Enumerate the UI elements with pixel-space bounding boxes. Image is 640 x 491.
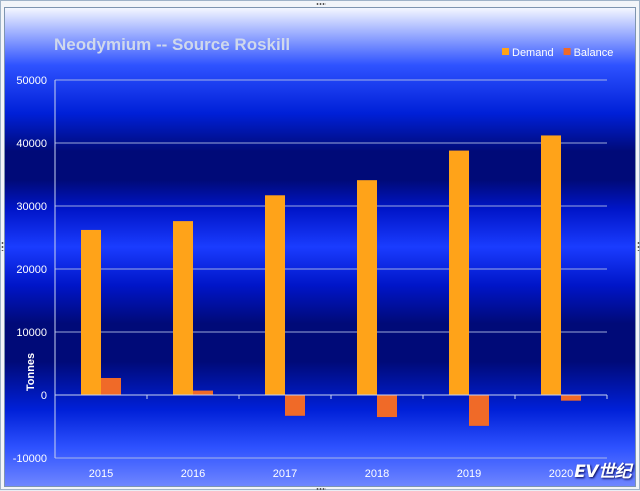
y-tick-label: 40000 bbox=[16, 138, 47, 150]
bar-demand-2020 bbox=[541, 135, 561, 395]
y-axis-label: Tonnes bbox=[25, 353, 37, 391]
chart-area[interactable]: Neodymium -- Source Roskill -10000 0 10000… bbox=[4, 7, 636, 487]
y-tick-label: 30000 bbox=[16, 201, 47, 213]
x-tick-label: 2015 bbox=[89, 468, 113, 480]
bar-demand-2018 bbox=[357, 180, 377, 395]
bar-demand-2017 bbox=[265, 195, 285, 395]
y-tick-label: 0 bbox=[41, 390, 47, 402]
x-tick-label: 2018 bbox=[365, 468, 389, 480]
watermark-logo: EV世纪 bbox=[574, 462, 631, 482]
bar-balance-2020 bbox=[561, 395, 581, 401]
x-tick-label: 2017 bbox=[273, 468, 297, 480]
y-tick-label: 20000 bbox=[16, 264, 47, 276]
bar-balance-2019 bbox=[469, 395, 489, 426]
bar-balance-2015 bbox=[101, 377, 121, 395]
bar-balance-2018 bbox=[377, 395, 397, 418]
legend[interactable]: Demand Balance bbox=[502, 47, 613, 59]
y-tick-label: 10000 bbox=[16, 327, 47, 339]
bar-demand-2015 bbox=[81, 229, 101, 395]
x-tick-label: 2016 bbox=[181, 468, 205, 480]
chart-title: Neodymium -- Source Roskill bbox=[54, 35, 290, 54]
bar-chart: Neodymium -- Source Roskill -10000 0 10000… bbox=[13, 35, 614, 480]
legend-swatch-balance bbox=[563, 48, 571, 55]
y-tick-label: -10000 bbox=[13, 453, 47, 465]
legend-swatch-demand bbox=[502, 48, 509, 55]
legend-label-demand: Demand bbox=[512, 47, 554, 59]
right-resize-handle[interactable] bbox=[637, 241, 640, 251]
x-tick-label: 2019 bbox=[457, 468, 481, 480]
legend-label-balance: Balance bbox=[574, 47, 614, 59]
top-resize-handle[interactable] bbox=[316, 2, 326, 6]
bar-demand-2019 bbox=[449, 150, 469, 395]
bars bbox=[81, 135, 581, 426]
y-tick-label: 50000 bbox=[16, 75, 47, 87]
bar-balance-2017 bbox=[285, 395, 305, 416]
gridlines bbox=[55, 79, 607, 459]
axes: -10000 0 10000 20000 30000 40000 50000 2015 2016… bbox=[13, 75, 608, 480]
x-tick-label: 2020 bbox=[549, 468, 573, 480]
bottom-resize-handle[interactable] bbox=[316, 487, 326, 491]
bar-demand-2016 bbox=[173, 221, 193, 395]
bar-balance-2016 bbox=[193, 390, 213, 395]
left-resize-handle[interactable] bbox=[1, 241, 5, 251]
